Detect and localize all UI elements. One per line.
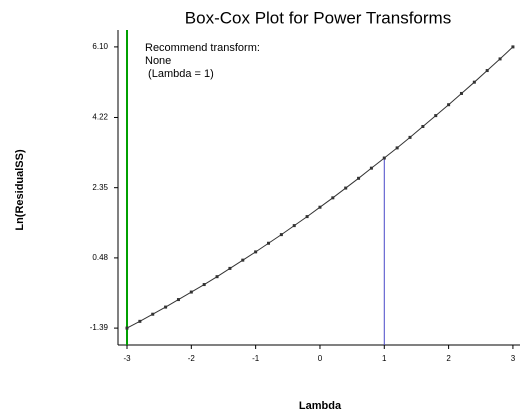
- data-point: [421, 124, 425, 128]
- data-point: [357, 176, 361, 180]
- y-tick-label: 2.35: [92, 183, 108, 192]
- y-tick-label: -1.39: [90, 323, 109, 332]
- data-point: [498, 57, 502, 61]
- data-point: [279, 233, 283, 237]
- x-tick-label: 0: [318, 354, 323, 363]
- data-point: [215, 275, 219, 279]
- data-point: [125, 326, 129, 330]
- data-point: [485, 69, 489, 73]
- series-line: [126, 46, 514, 329]
- data-point: [511, 45, 515, 49]
- y-tick-label: 0.48: [92, 253, 108, 262]
- data-point: [241, 258, 245, 262]
- data-point: [472, 80, 476, 84]
- data-point: [318, 205, 322, 209]
- data-point: [447, 103, 451, 107]
- data-point: [305, 215, 309, 219]
- data-point: [202, 283, 206, 287]
- data-point: [331, 196, 335, 200]
- data-point: [434, 114, 438, 118]
- annotation: (Lambda = 1): [145, 68, 214, 80]
- x-tick-label: 1: [382, 354, 387, 363]
- data-point: [459, 91, 463, 95]
- data-point: [344, 186, 348, 190]
- data-point: [408, 135, 412, 139]
- x-tick-label: 3: [511, 354, 516, 363]
- data-point: [176, 298, 180, 302]
- x-tick-label: -2: [188, 354, 196, 363]
- data-point: [369, 166, 373, 170]
- x-axis-label: Lambda: [299, 400, 342, 412]
- data-point: [164, 305, 168, 309]
- data-point: [292, 224, 296, 228]
- data-point: [382, 156, 386, 160]
- annotation: None: [145, 55, 171, 67]
- data-point: [267, 241, 271, 245]
- x-tick-label: 2: [446, 354, 451, 363]
- y-tick-label: 6.10: [92, 42, 108, 51]
- data-point: [189, 290, 193, 294]
- data-point: [228, 266, 232, 270]
- chart-title: Box-Cox Plot for Power Transforms: [185, 8, 451, 27]
- data-point: [151, 312, 155, 316]
- annotation: Recommend transform:: [145, 42, 260, 54]
- data-point: [395, 146, 399, 150]
- x-tick-label: -1: [252, 354, 260, 363]
- x-tick-label: -3: [123, 354, 131, 363]
- data-point: [138, 319, 142, 323]
- y-axis-label: Ln(ResidualSS): [14, 149, 26, 231]
- y-tick-label: 4.22: [92, 113, 108, 122]
- data-point: [254, 250, 258, 254]
